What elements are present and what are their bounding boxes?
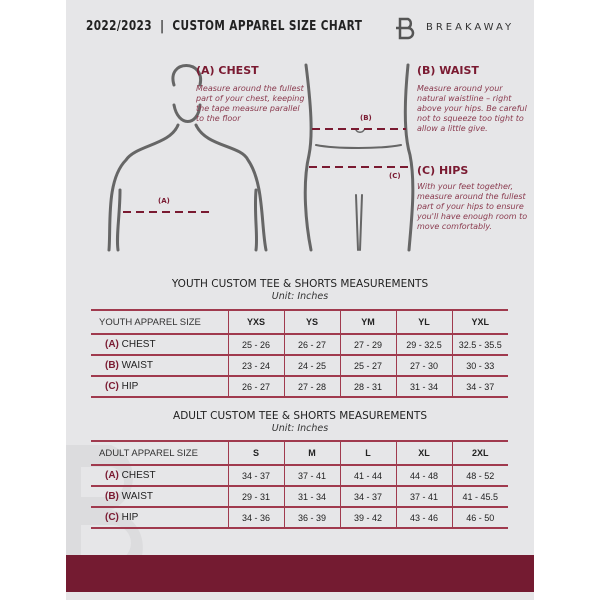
table-cell: 26 - 27 — [227, 375, 284, 398]
table-cell: 34 - 37 — [451, 375, 508, 398]
table-row: (A) CHEST 25 - 26 26 - 27 27 - 29 29 - 32.5 3… — [91, 333, 508, 356]
row-tag: (B) — [105, 491, 119, 502]
waist-marker: (B) — [360, 114, 372, 122]
table-cell: 37 - 41 — [283, 464, 340, 487]
size-header: YM — [339, 309, 396, 335]
row-label: (C) HIP — [91, 375, 228, 398]
size-header: M — [283, 440, 340, 466]
row-label: (A) CHEST — [91, 464, 228, 487]
table-cell: 46 - 50 — [451, 506, 508, 529]
hips-instructions: With your feet together, measure around … — [417, 182, 528, 231]
breakaway-logo-icon — [396, 17, 415, 40]
row-tag: (A) — [105, 470, 119, 481]
youth-header-label: YOUTH APPAREL SIZE — [91, 309, 228, 335]
row-name: CHEST — [121, 470, 156, 481]
table-cell: 37 - 41 — [395, 485, 452, 508]
youth-table-title: YOUTH CUSTOM TEE & SHORTS MEASUREMENTS — [171, 278, 429, 290]
row-name: CHEST — [121, 339, 156, 350]
size-header: YXL — [451, 309, 508, 335]
table-row: (C) HIP 34 - 36 36 - 39 39 - 42 43 - 46 46 - … — [91, 506, 508, 529]
row-name: HIP — [121, 512, 139, 523]
table-cell: 31 - 34 — [283, 485, 340, 508]
table-cell: 29 - 32.5 — [395, 333, 452, 356]
table-cell: 27 - 28 — [283, 375, 340, 398]
row-tag: (C) — [105, 381, 119, 392]
row-name: WAIST — [121, 491, 153, 502]
table-cell: 41 - 44 — [339, 464, 396, 487]
table-cell: 34 - 37 — [227, 464, 284, 487]
youth-unit: Unit: Inches — [271, 291, 329, 302]
size-header: XL — [395, 440, 452, 466]
row-label: (B) WAIST — [91, 354, 228, 377]
adult-table-title: ADULT CUSTOM TEE & SHORTS MEASUREMENTS — [173, 410, 427, 422]
row-label: (B) WAIST — [91, 485, 228, 508]
row-tag: (B) — [105, 360, 119, 371]
table-row: (C) HIP 26 - 27 27 - 28 28 - 31 31 - 34 34 - … — [91, 375, 508, 398]
table-cell: 41 - 45.5 — [451, 485, 508, 508]
table-cell: 25 - 27 — [339, 354, 396, 377]
size-header: YS — [283, 309, 340, 335]
table-row: (B) WAIST 29 - 31 31 - 34 34 - 37 37 - 41 41 … — [91, 485, 508, 508]
table-cell: 48 - 52 — [451, 464, 508, 487]
adult-size-table: ADULT APPAREL SIZE S M L XL 2XL (A) CHEST 34 … — [91, 440, 508, 529]
table-cell: 23 - 24 — [227, 354, 284, 377]
row-tag: (C) — [105, 512, 119, 523]
table-cell: 30 - 33 — [451, 354, 508, 377]
footer-band — [66, 555, 534, 592]
waist-instructions: Measure around your natural waistline – … — [417, 84, 527, 133]
table-cell: 27 - 30 — [395, 354, 452, 377]
adult-header-label: ADULT APPAREL SIZE — [91, 440, 228, 466]
table-cell: 25 - 26 — [227, 333, 284, 356]
size-header: YXS — [227, 309, 284, 335]
size-header: YL — [395, 309, 452, 335]
table-row: (B) WAIST 23 - 24 24 - 25 25 - 27 27 - 30 30 … — [91, 354, 508, 377]
table-cell: 43 - 46 — [395, 506, 452, 529]
youth-size-table: YOUTH APPAREL SIZE YXS YS YM YL YXL (A) CHES… — [91, 309, 508, 398]
brand-name: BREAKAWAY — [426, 22, 515, 33]
table-cell: 44 - 48 — [395, 464, 452, 487]
table-cell: 32.5 - 35.5 — [451, 333, 508, 356]
row-name: WAIST — [121, 360, 153, 371]
table-cell: 29 - 31 — [227, 485, 284, 508]
body-measurement-figures — [107, 63, 415, 252]
row-label: (C) HIP — [91, 506, 228, 529]
chest-marker: (A) — [158, 197, 170, 205]
hips-heading: (C) HIPS — [417, 164, 469, 177]
table-cell: 26 - 27 — [283, 333, 340, 356]
waist-heading: (B) WAIST — [417, 64, 479, 77]
table-cell: 24 - 25 — [283, 354, 340, 377]
row-tag: (A) — [105, 339, 119, 350]
table-cell: 34 - 36 — [227, 506, 284, 529]
table-cell: 27 - 29 — [339, 333, 396, 356]
table-row: (A) CHEST 34 - 37 37 - 41 41 - 44 44 - 48 48 … — [91, 464, 508, 487]
size-header: 2XL — [451, 440, 508, 466]
chest-heading: (A) CHEST — [196, 64, 259, 77]
size-header: S — [227, 440, 284, 466]
hips-marker: (C) — [389, 172, 401, 180]
row-name: HIP — [121, 381, 139, 392]
size-chart-page: 2022/2023 | CUSTOM APPAREL SIZE CHART BR… — [66, 0, 534, 600]
table-cell: 39 - 42 — [339, 506, 396, 529]
table-cell: 31 - 34 — [395, 375, 452, 398]
adult-unit: Unit: Inches — [271, 423, 329, 434]
chest-instructions: Measure around the fullest part of your … — [196, 84, 305, 123]
table-cell: 28 - 31 — [339, 375, 396, 398]
table-cell: 34 - 37 — [339, 485, 396, 508]
page-title: 2022/2023 | CUSTOM APPAREL SIZE CHART — [86, 18, 363, 34]
row-label: (A) CHEST — [91, 333, 228, 356]
size-header: L — [339, 440, 396, 466]
table-cell: 36 - 39 — [283, 506, 340, 529]
